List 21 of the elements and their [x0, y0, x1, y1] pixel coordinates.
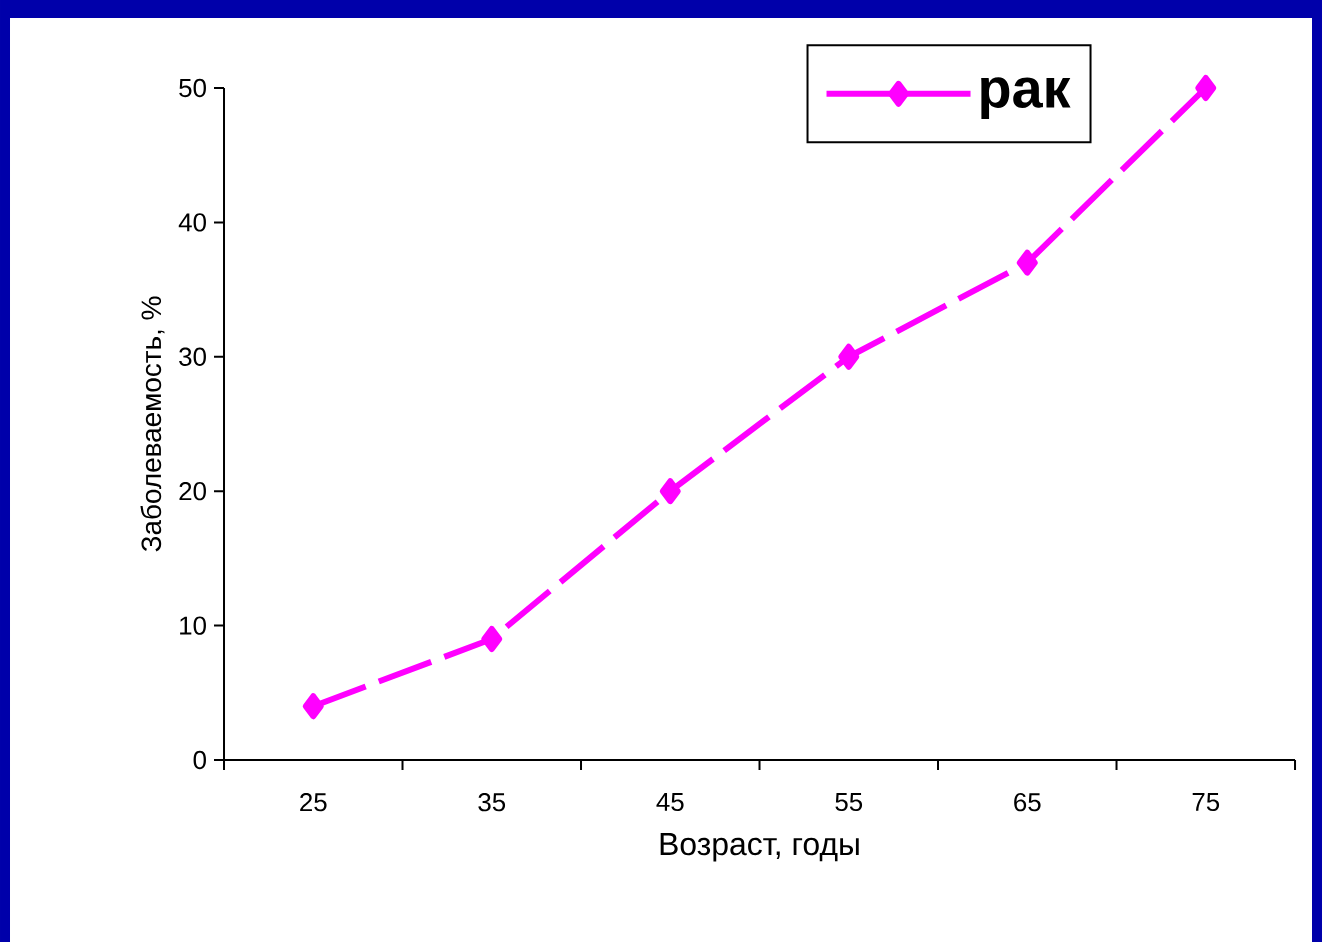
x-tick-label: 55: [835, 793, 863, 812]
y-tick-label: 40: [178, 213, 206, 232]
legend-label: рак: [981, 77, 1071, 119]
y-tick-label: 0: [193, 750, 206, 770]
point: [302, 693, 324, 720]
x-tick-label: 45: [656, 793, 684, 812]
x-axis-title: Возраст, годы: [660, 833, 859, 862]
y-axis-title: Заболеваемость, %: [140, 296, 165, 552]
x-tick-label: 75: [1192, 793, 1220, 812]
y-tick-label: 50: [179, 78, 206, 98]
y-tick-label: 10: [180, 616, 206, 635]
x-tick-label: 65: [1014, 793, 1041, 812]
x-tick-label: 35: [478, 793, 506, 812]
y-tick-label: 20: [179, 482, 206, 501]
point: [838, 343, 860, 370]
point: [481, 626, 503, 653]
y-tick-label: 30: [179, 347, 206, 366]
point: [659, 478, 681, 505]
x-tick-label: 25: [300, 793, 327, 812]
point: [1016, 249, 1038, 276]
point: [1195, 74, 1217, 101]
